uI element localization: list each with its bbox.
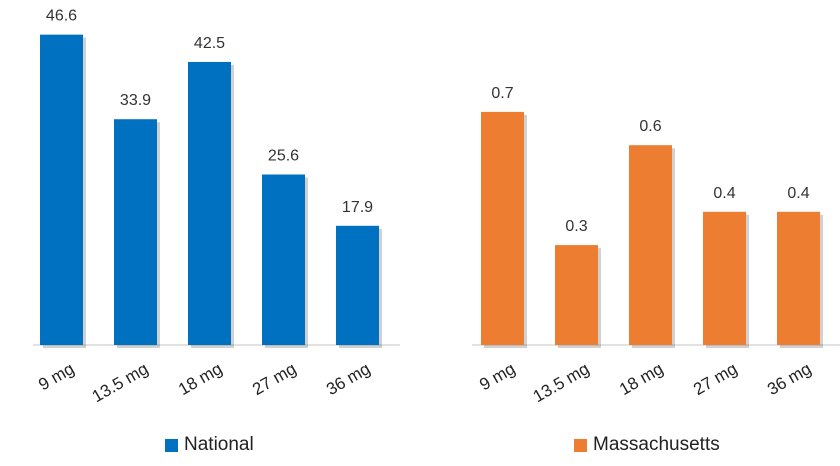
x-tick-label-massachusetts-2: 13.5 mg <box>530 359 593 406</box>
data-label-national-5: 17.9 <box>342 199 373 216</box>
x-tick-label-national-2: 13.5 mg <box>89 359 152 406</box>
data-label-massachusetts-3: 0.6 <box>639 118 661 135</box>
bar-national-5 <box>336 225 379 345</box>
legend-national: National <box>165 434 254 456</box>
data-label-massachusetts-5: 0.4 <box>787 185 809 202</box>
data-label-massachusetts-2: 0.3 <box>565 218 587 235</box>
legend-massachusetts: Massachusetts <box>574 434 720 456</box>
x-tick-label-national-4: 27 mg <box>249 359 299 399</box>
bar-massachusetts-5 <box>777 211 820 345</box>
x-tick-label-national-1: 9 mg <box>35 359 77 394</box>
x-tick-label-massachusetts-1: 9 mg <box>476 359 518 394</box>
bar-national-4 <box>262 174 305 345</box>
bar-massachusetts-1 <box>481 111 524 346</box>
data-label-national-1: 46.6 <box>46 8 77 25</box>
x-tick-label-massachusetts-5: 36 mg <box>764 359 814 399</box>
x-tick-label-national-5: 36 mg <box>323 359 373 399</box>
x-tick-label-national-3: 18 mg <box>175 359 225 399</box>
bar-national-1 <box>40 34 83 345</box>
bar-national-2 <box>114 119 157 345</box>
legend-label-massachusetts: Massachusetts <box>593 434 720 455</box>
data-label-massachusetts-4: 0.4 <box>713 185 735 202</box>
data-label-massachusetts-1: 0.7 <box>491 85 513 102</box>
bar-national-3 <box>188 61 231 345</box>
bar-massachusetts-4 <box>703 211 746 345</box>
bar-massachusetts-2 <box>555 245 598 345</box>
data-label-national-2: 33.9 <box>120 92 151 109</box>
bar-massachusetts-3 <box>629 145 672 345</box>
x-tick-label-massachusetts-3: 18 mg <box>616 359 666 399</box>
x-tick-label-massachusetts-4: 27 mg <box>690 359 740 399</box>
data-label-national-3: 42.5 <box>194 35 225 52</box>
data-label-national-4: 25.6 <box>268 148 299 165</box>
legend-label-national: National <box>184 434 254 455</box>
legend-swatch-national <box>165 438 178 452</box>
legend-swatch-massachusetts <box>574 438 587 452</box>
